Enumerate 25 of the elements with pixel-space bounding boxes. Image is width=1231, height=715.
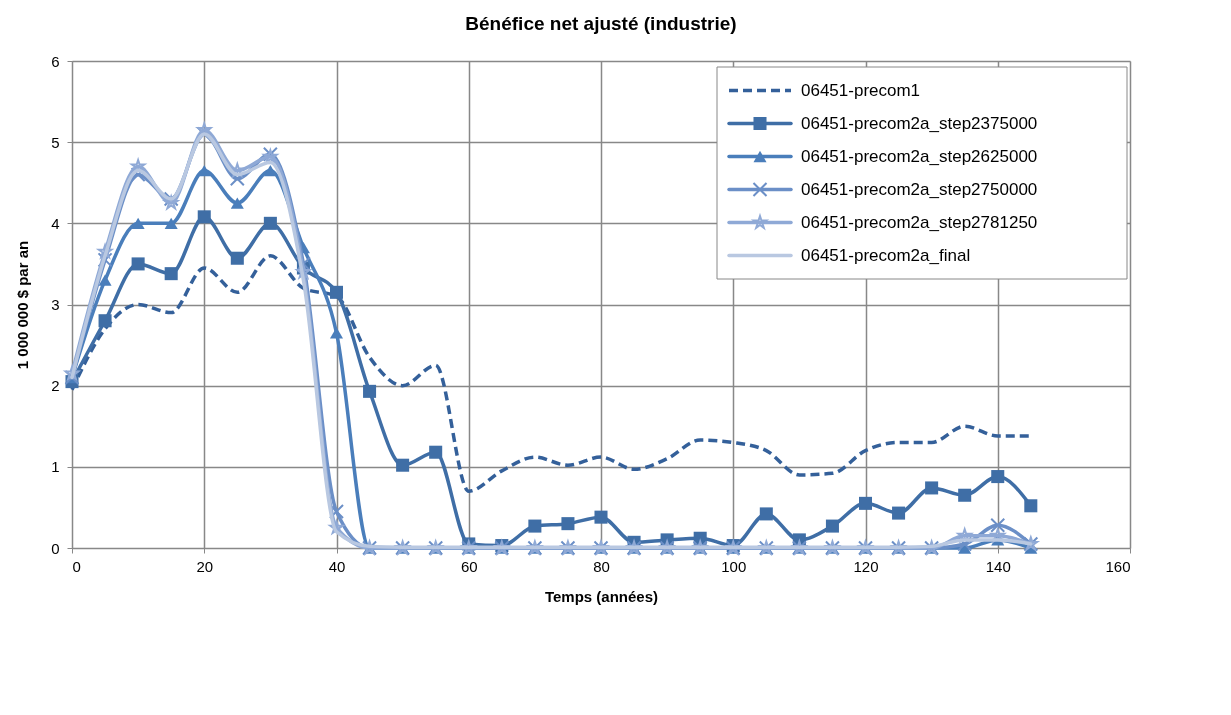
legend-label: 06451-precom2a_step2750000 [801, 179, 1038, 199]
y-axis-title: 1 000 000 $ par an [14, 240, 32, 370]
x-tick-label: 80 [593, 557, 610, 575]
x-tick-label: 140 [985, 557, 1011, 575]
legend-label: 06451-precom2a_step2781250 [801, 212, 1038, 232]
y-tick-label: 4 [51, 214, 60, 232]
y-tick-label: 1 [51, 458, 60, 476]
x-tick-label: 20 [196, 557, 214, 575]
x-tick-label: 100 [721, 557, 747, 575]
x-tick-label: 120 [853, 557, 879, 575]
x-tick-label: 0 [72, 557, 81, 575]
x-tick-label: 160 [1105, 557, 1131, 575]
y-tick-label: 0 [51, 539, 60, 557]
chart-title: Bénéfice net ajusté (industrie) [465, 13, 737, 34]
legend-label: 06451-precom2a_step2625000 [801, 146, 1038, 166]
legend-label: 06451-precom2a_final [801, 245, 971, 265]
legend-label: 06451-precom2a_step2375000 [801, 113, 1038, 133]
y-tick-label: 5 [51, 133, 60, 151]
x-tick-label: 60 [460, 557, 478, 575]
legend-label: 06451-precom1 [801, 80, 921, 100]
x-axis-title: Temps (années) [544, 587, 659, 605]
y-tick-label: 3 [51, 296, 60, 313]
y-tick-label: 6 [51, 52, 60, 70]
x-tick-label: 40 [328, 557, 346, 575]
y-tick-label: 2 [51, 377, 60, 395]
